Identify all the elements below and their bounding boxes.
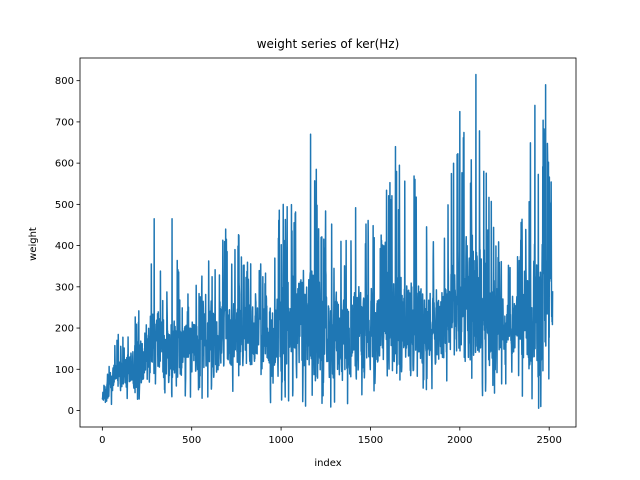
y-tick-label: 500 (55, 200, 74, 211)
x-tick-label: 500 (182, 435, 201, 446)
y-tick-label: 400 (55, 241, 74, 252)
x-tick-label: 2500 (536, 435, 561, 446)
y-tick-label: 0 (68, 406, 74, 417)
plot-frame (79, 57, 577, 428)
y-axis-label: weight (28, 227, 39, 261)
x-tick-label: 2000 (447, 435, 472, 446)
y-tick-label: 800 (55, 76, 74, 87)
y-tick-label: 300 (55, 282, 74, 293)
x-tick-label: 1500 (358, 435, 383, 446)
series-line-weight (101, 73, 554, 409)
y-tick-label: 700 (55, 117, 74, 128)
y-tick-label: 600 (55, 159, 74, 170)
x-axis-label: index (314, 458, 341, 469)
x-tick-label: 1000 (268, 435, 293, 446)
y-tick-label: 100 (55, 365, 74, 376)
x-tick-label: 0 (99, 435, 105, 446)
axes-layer: 0 500 1000 1500 2000 2500 0 100 200 300 400 500 600 7… (55, 57, 577, 446)
series-layer (101, 73, 554, 409)
y-tick-label: 200 (55, 324, 74, 335)
chart-title: weight series of ker(Hz) (257, 37, 400, 51)
